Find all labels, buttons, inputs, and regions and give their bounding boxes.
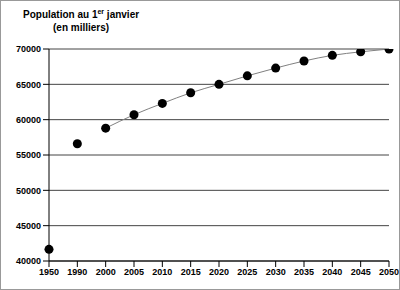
svg-text:70000: 70000 (16, 44, 41, 54)
svg-text:2005: 2005 (124, 267, 144, 277)
svg-text:1990: 1990 (67, 267, 87, 277)
svg-text:2015: 2015 (181, 267, 201, 277)
svg-text:1950: 1950 (39, 267, 59, 277)
svg-text:65000: 65000 (16, 80, 41, 90)
svg-text:2045: 2045 (351, 267, 371, 277)
svg-text:50000: 50000 (16, 186, 41, 196)
svg-text:2000: 2000 (96, 267, 116, 277)
svg-text:2035: 2035 (294, 267, 314, 277)
svg-text:45000: 45000 (16, 221, 41, 231)
svg-text:2040: 2040 (322, 267, 342, 277)
svg-text:2020: 2020 (209, 267, 229, 277)
html-text:Population au 1erjanvier: Population au 1erjanvier (23, 8, 140, 21)
svg-text:2025: 2025 (237, 267, 257, 277)
svg-text:60000: 60000 (16, 115, 41, 125)
html-text:(en milliers): (en milliers) (53, 22, 110, 34)
svg-text:2050: 2050 (379, 267, 392, 277)
svg-text:40000: 40000 (16, 256, 41, 266)
svg-text:2010: 2010 (152, 267, 172, 277)
svg-text:2030: 2030 (266, 267, 286, 277)
svg-text:55000: 55000 (16, 150, 41, 160)
